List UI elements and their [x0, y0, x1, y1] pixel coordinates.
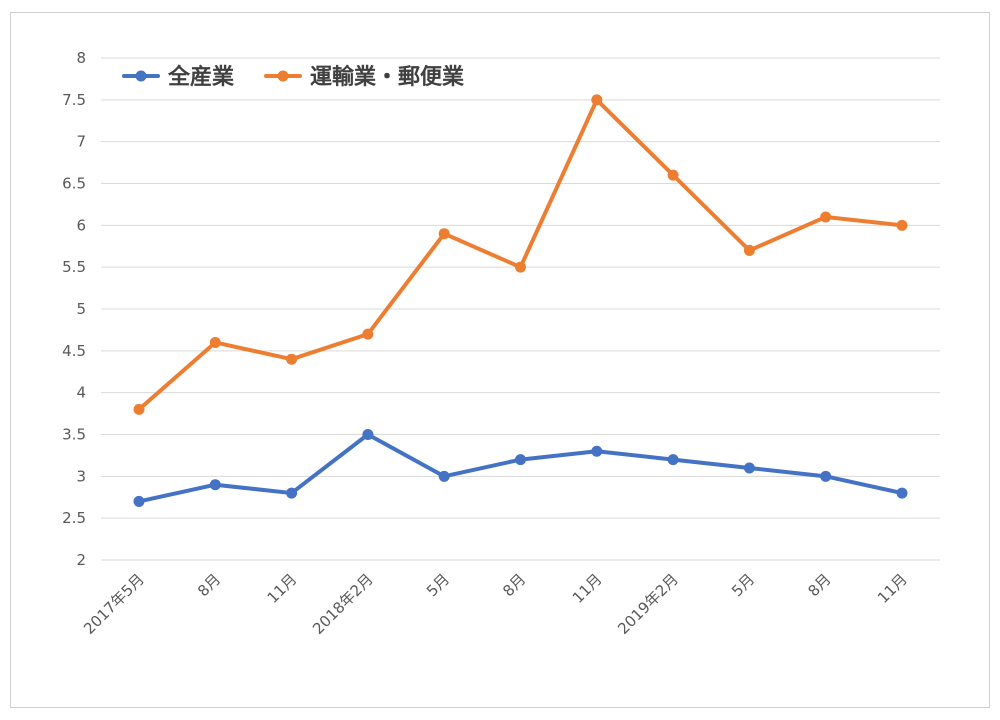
x-tick-label: 11月 [264, 570, 301, 607]
y-tick-label: 8 [76, 49, 86, 67]
data-point [667, 169, 679, 181]
data-point [438, 470, 450, 482]
x-tick-label: 8月 [194, 570, 224, 600]
y-tick-label: 7.5 [62, 91, 86, 109]
y-tick-label: 5.5 [62, 258, 86, 276]
data-point [820, 211, 832, 223]
x-tick-label: 2017年5月 [80, 570, 148, 638]
legend-swatch-marker [277, 70, 289, 82]
data-point [133, 495, 145, 507]
x-tick-label: 8月 [499, 570, 529, 600]
data-point [438, 228, 450, 240]
y-tick-label: 5 [76, 300, 86, 318]
legend-item: 運輸業・郵便業 [264, 64, 465, 90]
x-tick-label: 11月 [874, 570, 911, 607]
legend-swatch-marker [135, 70, 147, 82]
x-tick-label: 2018年2月 [309, 570, 377, 638]
data-point [286, 487, 298, 499]
chart-frame [10, 12, 990, 708]
data-point [743, 244, 755, 256]
x-tick-label: 2019年2月 [614, 570, 682, 638]
legend-label: 運輸業・郵便業 [310, 64, 465, 90]
data-point [667, 454, 679, 466]
data-point [362, 328, 374, 340]
x-tick-label: 11月 [569, 570, 606, 607]
data-point [209, 479, 221, 491]
series-2 [133, 94, 908, 415]
data-point [820, 470, 832, 482]
data-point [515, 454, 526, 466]
legend-label: 全産業 [167, 64, 235, 90]
x-tick-label: 5月 [423, 570, 453, 600]
y-tick-label: 2 [76, 551, 86, 569]
data-point [591, 445, 603, 457]
legend-item: 全産業 [122, 64, 235, 90]
y-tick-label: 4 [76, 384, 86, 402]
series-layer [133, 94, 908, 507]
y-tick-label: 3.5 [62, 426, 86, 444]
y-tick-label: 6 [76, 216, 86, 234]
data-point [133, 403, 145, 415]
x-tick-label: 5月 [728, 570, 758, 600]
y-tick-label: 6.5 [62, 175, 86, 193]
series-1 [133, 429, 908, 507]
data-point [896, 219, 908, 231]
data-point [209, 336, 221, 348]
y-tick-label: 3 [76, 467, 86, 485]
data-point [286, 353, 298, 365]
y-tick-label: 2.5 [62, 509, 86, 527]
y-tick-label: 4.5 [62, 342, 86, 360]
series-line [137, 97, 904, 412]
gridlines [101, 57, 940, 561]
data-point [515, 261, 526, 273]
y-axis-ticks: 2 2.5 3 3.5 4 4.5 5 5.5 6 6.5 7 7.5 8 [62, 49, 86, 569]
y-tick-label: 7 [76, 133, 86, 151]
data-point [743, 462, 755, 474]
x-tick-label: 8月 [804, 570, 834, 600]
data-point [362, 429, 374, 440]
data-point [591, 94, 603, 106]
data-point [896, 487, 908, 499]
series-line [137, 432, 904, 504]
x-axis-ticks: 2017年5月 8月 11月 2018年2月 5月 8月 11月 2019年2月 5月 8月 11月 [80, 570, 911, 638]
legend: 全産業 運輸業・郵便業 [122, 64, 465, 90]
